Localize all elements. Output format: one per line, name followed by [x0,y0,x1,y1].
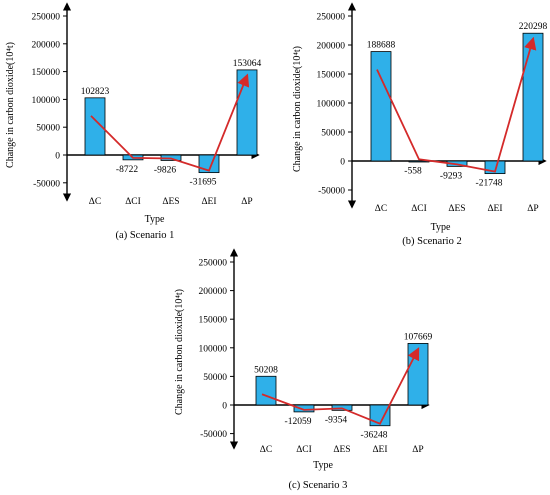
x-tick-label: ΔP [412,445,423,455]
x-tick-label: ΔES [448,204,465,214]
x-tick-label: ΔCI [125,197,141,207]
y-tick-label: 50000 [203,373,227,383]
trend-line [90,73,250,172]
chart-scenario-2: (b) Scenario 2 Type Change in carbon dio… [292,2,548,247]
data-label: 220298 [519,22,548,32]
data-label: 107669 [404,332,433,342]
y-tick-label: 200000 [32,40,61,50]
data-label: -21748 [476,179,503,189]
data-label: -8722 [116,165,138,175]
trend-line [261,347,420,425]
y-tick-label: -50000 [33,179,60,189]
x-tick-label: ΔC [89,197,101,207]
y-tick-label: 100000 [199,344,228,354]
bar [255,375,277,406]
data-label: -12059 [285,417,312,427]
x-tick-label: ΔEI [487,204,502,214]
y-tick-label: 0 [340,158,345,168]
data-label: -31695 [190,178,217,188]
y-tick-label: 100000 [317,100,346,110]
data-label: 102823 [81,87,110,97]
x-axis-label: Type [431,222,451,233]
x-tick-label: ΔP [241,197,252,207]
y-tick-label: 250000 [32,13,61,23]
y-tick-label: 150000 [317,71,346,81]
data-label: -9293 [440,171,462,181]
y-tick-label: 0 [222,402,227,412]
y-tick-label: 50000 [321,129,345,139]
data-label: -9354 [325,415,347,425]
chart-caption: (c) Scenario 3 [289,480,348,491]
bar [84,97,106,156]
y-tick-label: 150000 [32,68,61,78]
x-tick-label: ΔP [527,204,538,214]
x-tick-label: ΔC [260,445,272,455]
y-tick-label: 50000 [36,124,60,134]
data-label: 153064 [233,59,262,69]
chart-caption: (a) Scenario 1 [116,230,175,241]
y-tick-label: 250000 [199,259,228,269]
y-tick-label: 100000 [32,96,61,106]
y-tick-label: -50000 [200,430,227,440]
bar [293,404,315,413]
y-axis-label: Change in carbon dioxide(10⁴t) [174,289,185,415]
chart-caption: (b) Scenario 2 [402,236,461,247]
chart-scenario-3: (c) Scenario 3 Type Change in carbon dio… [174,248,433,491]
bar [407,343,429,406]
x-tick-label: ΔES [162,197,179,207]
bar [369,404,391,427]
bar [236,69,258,156]
y-tick-label: -50000 [318,187,345,197]
data-label: 50208 [254,365,278,375]
x-axis-label: Type [145,214,165,225]
x-tick-label: ΔEI [372,445,387,455]
x-tick-label: ΔCI [296,445,312,455]
trend-line [376,36,537,173]
y-axis-label: Change in carbon dioxide(10⁴t) [5,42,16,168]
chart-scenario-1: (a) Scenario 1 Type Change in carbon dio… [5,2,262,241]
y-axis-label: Change in carbon dioxide(10⁴t) [292,46,303,172]
y-tick-label: 200000 [199,287,228,297]
x-tick-label: ΔC [375,204,387,214]
x-tick-label: ΔCI [411,204,427,214]
y-tick-label: 0 [55,152,60,162]
data-label: -36248 [361,431,388,441]
bar [370,51,392,162]
x-tick-label: ΔEI [201,197,216,207]
y-tick-label: 200000 [317,42,346,52]
x-tick-label: ΔES [333,445,350,455]
y-tick-label: 150000 [199,316,228,326]
data-label: -9826 [154,165,176,175]
data-label: -558 [404,166,422,176]
x-axis-label: Type [313,460,333,471]
data-label: 188688 [367,41,396,51]
bar [522,32,544,162]
y-tick-label: 250000 [317,13,346,23]
